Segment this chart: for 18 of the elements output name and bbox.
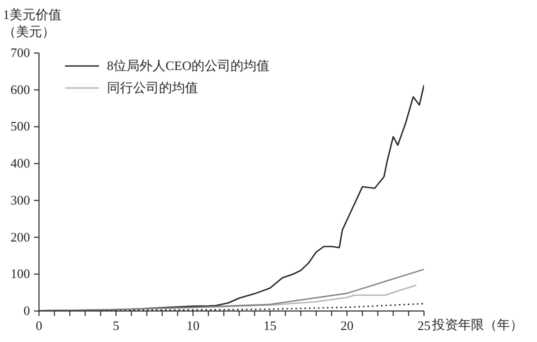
x-tick-label: 10 [186,318,200,333]
x-tick-label: 15 [264,318,276,333]
legend-label: 8位局外人CEO的公司的均值 [107,57,270,75]
y-tick-label: 0 [24,303,30,318]
x-tick-label: 0 [36,318,42,333]
x-tick-label: 5 [112,318,120,333]
x-axis-title: 投资年限（年） [432,316,523,334]
x-tick-label: 25 [418,318,430,333]
y-tick-label: 700 [10,45,30,60]
y-tick-label: 100 [10,266,30,282]
y-tick-label: 600 [10,82,30,97]
y-axis-title: 1美元价值（美元） [3,6,62,40]
y-tick-label: 300 [10,192,30,208]
y-tick-label: 400 [10,156,30,171]
x-tick-label: 20 [340,318,354,333]
y-tick-label: 500 [10,118,30,134]
legend-label: 同行公司的均值 [107,79,198,97]
y-tick-label: 200 [10,229,30,244]
